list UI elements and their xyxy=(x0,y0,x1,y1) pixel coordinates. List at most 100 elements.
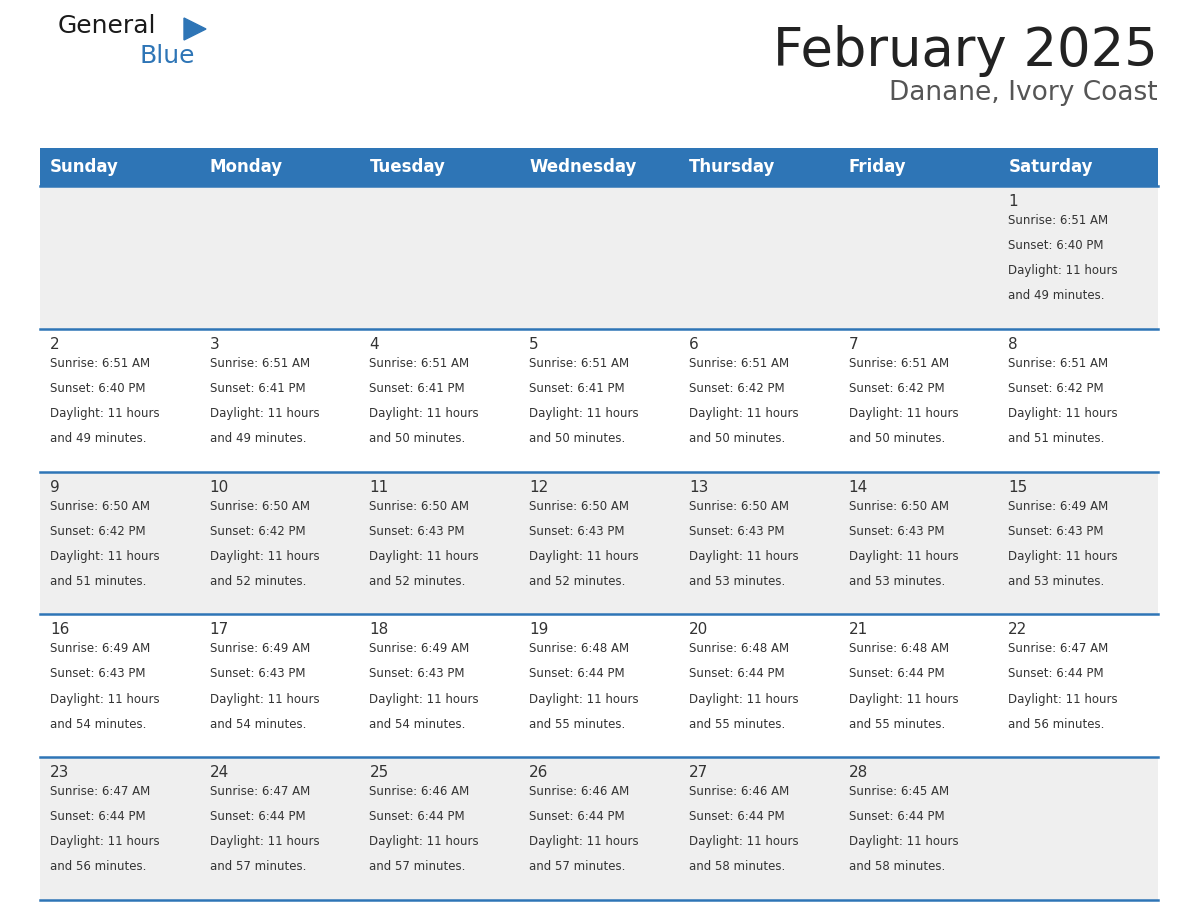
Bar xyxy=(40,614,1158,757)
Text: Daylight: 11 hours: Daylight: 11 hours xyxy=(210,835,320,848)
Text: 25: 25 xyxy=(369,766,388,780)
Text: Sunday: Sunday xyxy=(50,158,119,176)
Text: Blue: Blue xyxy=(140,44,196,68)
Text: 1: 1 xyxy=(1009,194,1018,209)
Text: 27: 27 xyxy=(689,766,708,780)
Text: Sunset: 6:43 PM: Sunset: 6:43 PM xyxy=(529,525,625,538)
Text: Sunrise: 6:49 AM: Sunrise: 6:49 AM xyxy=(1009,499,1108,512)
Text: 4: 4 xyxy=(369,337,379,352)
Text: Sunrise: 6:51 AM: Sunrise: 6:51 AM xyxy=(1009,357,1108,370)
Text: Sunset: 6:44 PM: Sunset: 6:44 PM xyxy=(689,667,784,680)
Text: Daylight: 11 hours: Daylight: 11 hours xyxy=(1009,264,1118,277)
Text: Sunrise: 6:49 AM: Sunrise: 6:49 AM xyxy=(369,643,469,655)
Text: Sunrise: 6:48 AM: Sunrise: 6:48 AM xyxy=(529,643,630,655)
Text: Daylight: 11 hours: Daylight: 11 hours xyxy=(1009,692,1118,706)
Text: Daylight: 11 hours: Daylight: 11 hours xyxy=(210,550,320,563)
Text: and 54 minutes.: and 54 minutes. xyxy=(369,718,466,731)
Text: Sunrise: 6:51 AM: Sunrise: 6:51 AM xyxy=(848,357,949,370)
Text: Sunrise: 6:50 AM: Sunrise: 6:50 AM xyxy=(369,499,469,512)
Text: Sunrise: 6:48 AM: Sunrise: 6:48 AM xyxy=(689,643,789,655)
Text: 26: 26 xyxy=(529,766,549,780)
Text: 12: 12 xyxy=(529,479,549,495)
Text: Sunrise: 6:50 AM: Sunrise: 6:50 AM xyxy=(50,499,150,512)
Text: Sunset: 6:44 PM: Sunset: 6:44 PM xyxy=(848,667,944,680)
Text: Daylight: 11 hours: Daylight: 11 hours xyxy=(1009,407,1118,420)
Text: Sunrise: 6:51 AM: Sunrise: 6:51 AM xyxy=(210,357,310,370)
Text: Sunset: 6:44 PM: Sunset: 6:44 PM xyxy=(1009,667,1104,680)
Text: and 50 minutes.: and 50 minutes. xyxy=(848,432,944,445)
Text: Danane, Ivory Coast: Danane, Ivory Coast xyxy=(890,80,1158,106)
Text: Daylight: 11 hours: Daylight: 11 hours xyxy=(210,692,320,706)
Text: Sunset: 6:42 PM: Sunset: 6:42 PM xyxy=(689,382,784,395)
Text: Sunrise: 6:47 AM: Sunrise: 6:47 AM xyxy=(50,785,150,798)
Text: 2: 2 xyxy=(50,337,59,352)
Text: Sunrise: 6:49 AM: Sunrise: 6:49 AM xyxy=(50,643,150,655)
Text: and 50 minutes.: and 50 minutes. xyxy=(689,432,785,445)
Text: and 58 minutes.: and 58 minutes. xyxy=(848,860,944,873)
Text: Sunrise: 6:49 AM: Sunrise: 6:49 AM xyxy=(210,643,310,655)
Text: 3: 3 xyxy=(210,337,220,352)
Text: Sunset: 6:40 PM: Sunset: 6:40 PM xyxy=(1009,239,1104,252)
Text: Sunset: 6:43 PM: Sunset: 6:43 PM xyxy=(369,525,465,538)
Text: and 49 minutes.: and 49 minutes. xyxy=(50,432,146,445)
Text: 22: 22 xyxy=(1009,622,1028,637)
Text: Sunset: 6:43 PM: Sunset: 6:43 PM xyxy=(50,667,145,680)
Text: Daylight: 11 hours: Daylight: 11 hours xyxy=(848,550,959,563)
Text: Sunrise: 6:51 AM: Sunrise: 6:51 AM xyxy=(50,357,150,370)
Text: Sunrise: 6:50 AM: Sunrise: 6:50 AM xyxy=(529,499,630,512)
Text: 14: 14 xyxy=(848,479,867,495)
Text: 10: 10 xyxy=(210,479,229,495)
Text: Sunset: 6:43 PM: Sunset: 6:43 PM xyxy=(848,525,944,538)
Text: Sunrise: 6:46 AM: Sunrise: 6:46 AM xyxy=(369,785,469,798)
Text: Sunrise: 6:47 AM: Sunrise: 6:47 AM xyxy=(210,785,310,798)
Text: Sunset: 6:41 PM: Sunset: 6:41 PM xyxy=(369,382,465,395)
Text: 21: 21 xyxy=(848,622,867,637)
Text: and 50 minutes.: and 50 minutes. xyxy=(369,432,466,445)
Text: 13: 13 xyxy=(689,479,708,495)
Text: Daylight: 11 hours: Daylight: 11 hours xyxy=(50,550,159,563)
Text: 19: 19 xyxy=(529,622,549,637)
Text: 17: 17 xyxy=(210,622,229,637)
Text: Sunset: 6:44 PM: Sunset: 6:44 PM xyxy=(848,811,944,823)
Text: Daylight: 11 hours: Daylight: 11 hours xyxy=(369,550,479,563)
Bar xyxy=(40,757,1158,900)
Text: Sunrise: 6:48 AM: Sunrise: 6:48 AM xyxy=(848,643,949,655)
Text: Sunset: 6:42 PM: Sunset: 6:42 PM xyxy=(1009,382,1104,395)
Text: February 2025: February 2025 xyxy=(773,25,1158,77)
Text: and 55 minutes.: and 55 minutes. xyxy=(529,718,625,731)
Text: Daylight: 11 hours: Daylight: 11 hours xyxy=(369,835,479,848)
Text: Saturday: Saturday xyxy=(1009,158,1093,176)
Text: Sunset: 6:44 PM: Sunset: 6:44 PM xyxy=(210,811,305,823)
Text: General: General xyxy=(58,14,157,38)
Text: Sunset: 6:40 PM: Sunset: 6:40 PM xyxy=(50,382,145,395)
Text: and 54 minutes.: and 54 minutes. xyxy=(50,718,146,731)
Text: Daylight: 11 hours: Daylight: 11 hours xyxy=(848,692,959,706)
Text: 16: 16 xyxy=(50,622,69,637)
Text: Sunrise: 6:50 AM: Sunrise: 6:50 AM xyxy=(210,499,310,512)
Text: and 55 minutes.: and 55 minutes. xyxy=(689,718,785,731)
Text: Daylight: 11 hours: Daylight: 11 hours xyxy=(848,407,959,420)
Text: Sunset: 6:43 PM: Sunset: 6:43 PM xyxy=(689,525,784,538)
Text: and 53 minutes.: and 53 minutes. xyxy=(1009,575,1105,588)
Text: 6: 6 xyxy=(689,337,699,352)
Text: and 53 minutes.: and 53 minutes. xyxy=(689,575,785,588)
Text: Daylight: 11 hours: Daylight: 11 hours xyxy=(369,692,479,706)
Text: and 52 minutes.: and 52 minutes. xyxy=(210,575,307,588)
Text: Sunrise: 6:46 AM: Sunrise: 6:46 AM xyxy=(689,785,789,798)
Bar xyxy=(40,148,1158,186)
Text: and 56 minutes.: and 56 minutes. xyxy=(1009,718,1105,731)
Text: 28: 28 xyxy=(848,766,867,780)
Text: Daylight: 11 hours: Daylight: 11 hours xyxy=(689,550,798,563)
Polygon shape xyxy=(184,18,206,40)
Text: 23: 23 xyxy=(50,766,69,780)
Text: Sunset: 6:44 PM: Sunset: 6:44 PM xyxy=(369,811,465,823)
Bar xyxy=(40,472,1158,614)
Text: Daylight: 11 hours: Daylight: 11 hours xyxy=(529,407,639,420)
Text: 8: 8 xyxy=(1009,337,1018,352)
Text: 11: 11 xyxy=(369,479,388,495)
Text: Daylight: 11 hours: Daylight: 11 hours xyxy=(50,692,159,706)
Text: Daylight: 11 hours: Daylight: 11 hours xyxy=(848,835,959,848)
Text: Sunset: 6:44 PM: Sunset: 6:44 PM xyxy=(529,667,625,680)
Text: and 54 minutes.: and 54 minutes. xyxy=(210,718,307,731)
Text: and 56 minutes.: and 56 minutes. xyxy=(50,860,146,873)
